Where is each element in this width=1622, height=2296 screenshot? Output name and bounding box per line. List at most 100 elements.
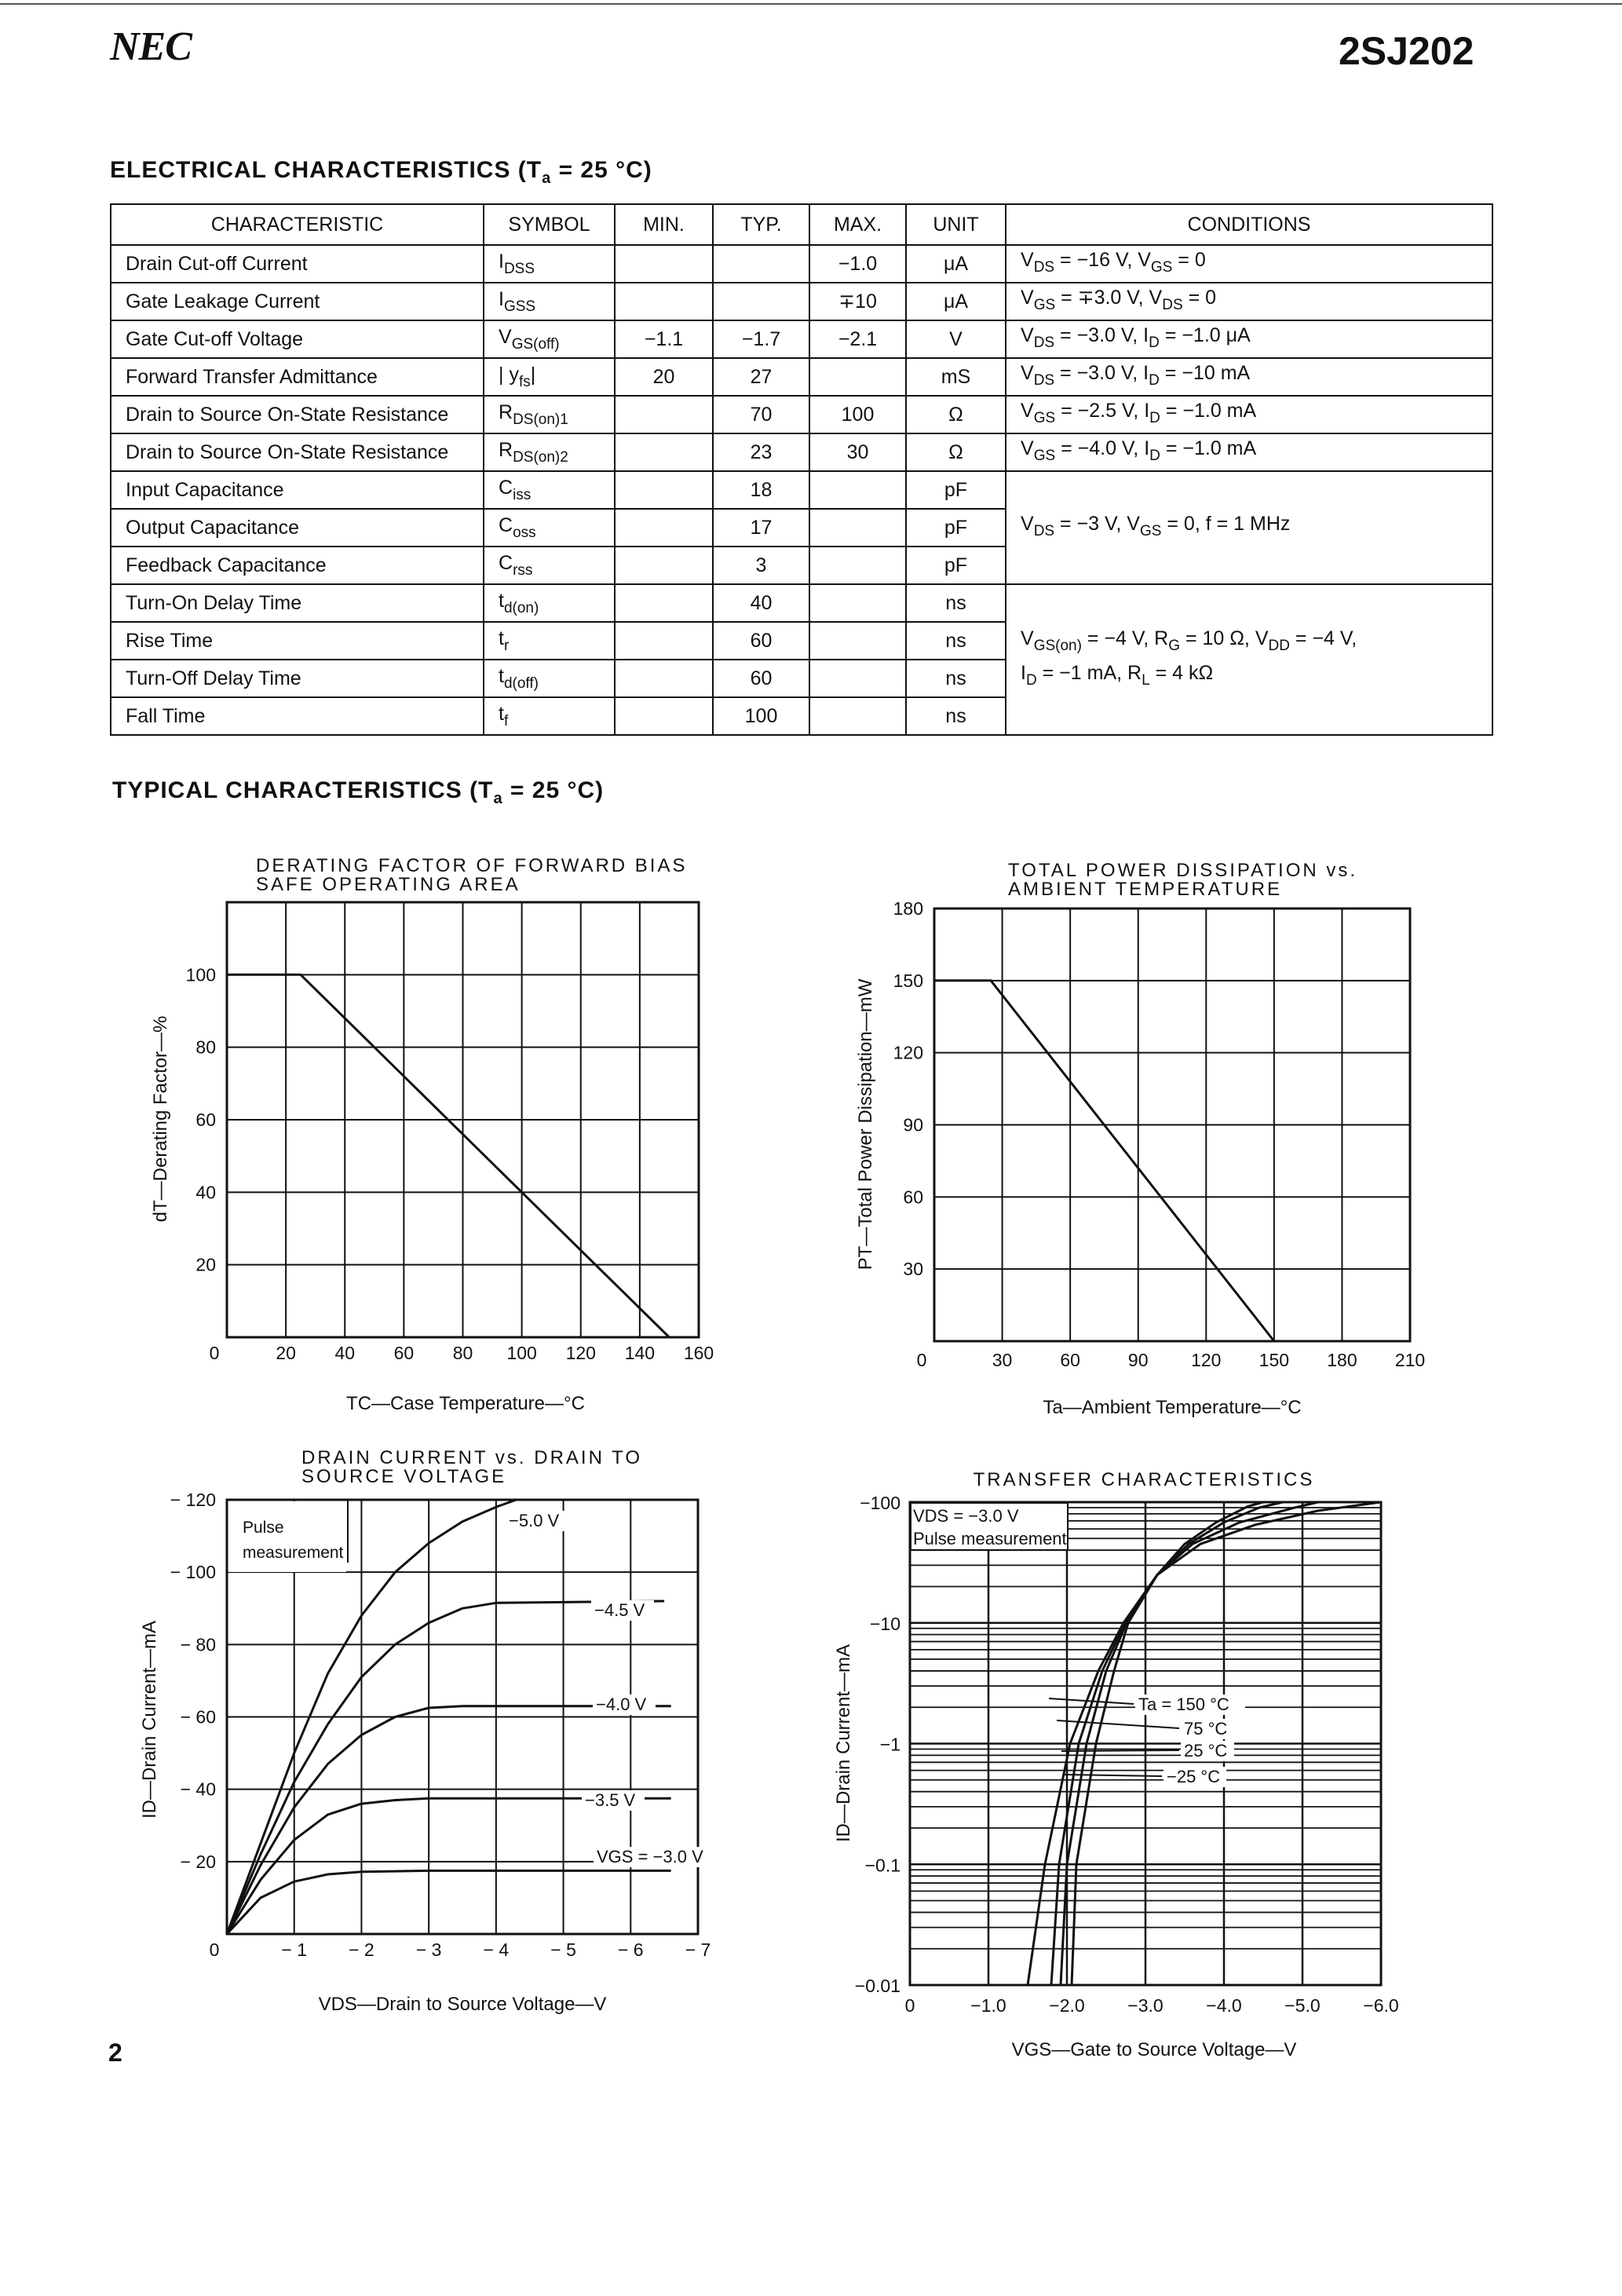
condition-text: V: [1021, 400, 1034, 422]
symbol-subscript: d(off): [503, 675, 539, 692]
symbol-base: C: [499, 551, 513, 574]
series-line: [934, 979, 1276, 1342]
series-label: −4.5 V: [594, 1600, 645, 1620]
unit-cell: pF: [905, 508, 1006, 547]
x-tick-label: 140: [625, 1343, 655, 1363]
max-cell: [809, 508, 907, 547]
symbol-subscript: DS(on)2: [513, 448, 568, 466]
typ-cell: 40: [712, 583, 810, 623]
column-header: CONDITIONS: [1005, 203, 1493, 246]
symbol-base: t: [499, 664, 504, 687]
min-cell: −1.1: [614, 320, 714, 359]
chart-title: TRANSFER CHARACTERISTICS: [974, 1469, 1315, 1490]
x-tick-label: 60: [394, 1343, 415, 1363]
series-line: [225, 1797, 671, 1935]
symbol-subscript: fs: [518, 373, 531, 390]
condition-text: V: [1021, 287, 1034, 309]
x-tick-label: 0: [210, 1940, 220, 1960]
symbol-base: C: [499, 514, 513, 536]
characteristic-cell: Rise Time: [110, 621, 484, 660]
symbol-base: V: [499, 325, 512, 348]
table-row: Turn-On Delay Time td(on) 40 ns VGS(on) = −4…: [110, 583, 1493, 736]
table-row: Output Capacitance Coss 17 pF: [110, 508, 1492, 547]
characteristic-cell: Drain to Source On-State Resistance: [110, 433, 484, 472]
conditions-cell: VGS(on) = −4 V, RG = 10 Ω, VDD = −4 V, ID…: [1005, 583, 1493, 736]
symbol-subscript: DS(on)1: [513, 411, 568, 428]
min-cell: [614, 583, 714, 623]
unit-cell: pF: [905, 546, 1006, 585]
condition-text: V: [1021, 513, 1034, 535]
x-axis-label: TC—Case Temperature—°C: [346, 1393, 585, 1414]
typ-cell: 70: [712, 395, 810, 434]
characteristic-cell: Forward Transfer Admittance: [110, 357, 484, 397]
condition-subscript: GS: [1033, 410, 1056, 426]
symbol-cell: IGSS: [483, 282, 616, 321]
plot-frame: [908, 1501, 1383, 1987]
symbol-base: C: [499, 476, 513, 499]
column-header: TYP.: [712, 203, 810, 246]
y-tick-label: −0.1: [865, 1855, 901, 1875]
series-label-background: [594, 1847, 713, 1867]
x-tick-label: 30: [992, 1350, 1013, 1370]
typ-cell: [712, 282, 810, 321]
y-tick-label: 80: [195, 1037, 216, 1058]
x-tick-label: − 4: [484, 1940, 510, 1960]
plot-frame: [225, 1498, 700, 1936]
typ-cell: 60: [712, 659, 810, 698]
x-axis-label: VGS—Gate to Source Voltage—V: [1012, 2039, 1297, 2060]
min-cell: [614, 508, 714, 547]
x-tick-label: −3.0: [1127, 1995, 1163, 2016]
symbol-base: t: [499, 627, 504, 649]
symbol-base: R: [499, 400, 513, 423]
y-axis-label: dT—Derating Factor—%: [150, 1016, 171, 1223]
plot-frame: [933, 907, 1412, 1343]
table-row: Gate Cut-off Voltage VGS(off) −1.1 −1.7 −2.1…: [110, 320, 1493, 359]
chart-title: AMBIENT TEMPERATURE: [1008, 879, 1282, 900]
condition-subscript: D: [1025, 672, 1037, 689]
condition-text: = −10 mA: [1159, 362, 1251, 384]
leader-line: [1056, 1720, 1180, 1729]
characteristic-cell: Input Capacitance: [110, 470, 484, 510]
table-row: Drain to Source On-State Resistance RDS(o…: [110, 395, 1493, 434]
series-line: [225, 1705, 671, 1935]
x-tick-label: − 5: [550, 1940, 576, 1960]
condition-text: = −4 V, R: [1081, 627, 1169, 649]
table-header-row: CHARACTERISTIC SYMBOL MIN. TYP. MAX. UNIT COND…: [110, 203, 1493, 246]
y-tick-label: 180: [893, 898, 923, 919]
series-label-background: [582, 1790, 645, 1811]
symbol-cell: VGS(off): [483, 320, 616, 359]
symbol-base: I: [499, 250, 504, 272]
x-tick-label: 90: [1128, 1350, 1149, 1370]
annotation-text: measurement: [243, 1544, 344, 1562]
symbol-cell: RDS(on)2: [483, 433, 616, 472]
characteristic-cell: Feedback Capacitance: [110, 546, 484, 585]
symbol-cell: | yfs|: [483, 357, 616, 397]
symbol-base: t: [499, 589, 504, 612]
unit-cell: Ω: [905, 395, 1006, 434]
annotation-box: [910, 1502, 1069, 1551]
table-row: Drain to Source On-State Resistance RDS(o…: [110, 433, 1493, 472]
chart-title: TOTAL POWER DISSIPATION vs.: [1008, 860, 1357, 881]
unit-cell: Ω: [905, 433, 1006, 472]
x-tick-label: −6.0: [1363, 1995, 1398, 2016]
characteristic-cell: Drain Cut-off Current: [110, 244, 484, 283]
series-label-background: [593, 1695, 656, 1715]
condition-text: = −1.0 mA: [1160, 437, 1257, 459]
condition-subscript: GS: [1033, 297, 1056, 313]
y-tick-label: −1: [880, 1735, 901, 1755]
x-tick-label: 80: [453, 1343, 473, 1363]
x-tick-label: 210: [1395, 1350, 1425, 1370]
symbol-cell: tf: [483, 696, 616, 736]
series-label-background: [591, 1600, 654, 1621]
column-header: MIN.: [614, 203, 714, 246]
condition-text: V: [1021, 437, 1034, 459]
y-tick-label: 60: [195, 1110, 216, 1130]
y-axis-label: ID—Drain Current—mA: [139, 1621, 160, 1819]
unit-cell: μA: [905, 282, 1006, 321]
characteristic-cell: Turn-Off Delay Time: [110, 659, 484, 698]
condition-text: = 0: [1182, 287, 1217, 309]
x-tick-label: −5.0: [1284, 1995, 1320, 2016]
chart-title: DERATING FACTOR OF FORWARD BIAS: [256, 855, 687, 876]
y-tick-label: 150: [893, 971, 923, 991]
